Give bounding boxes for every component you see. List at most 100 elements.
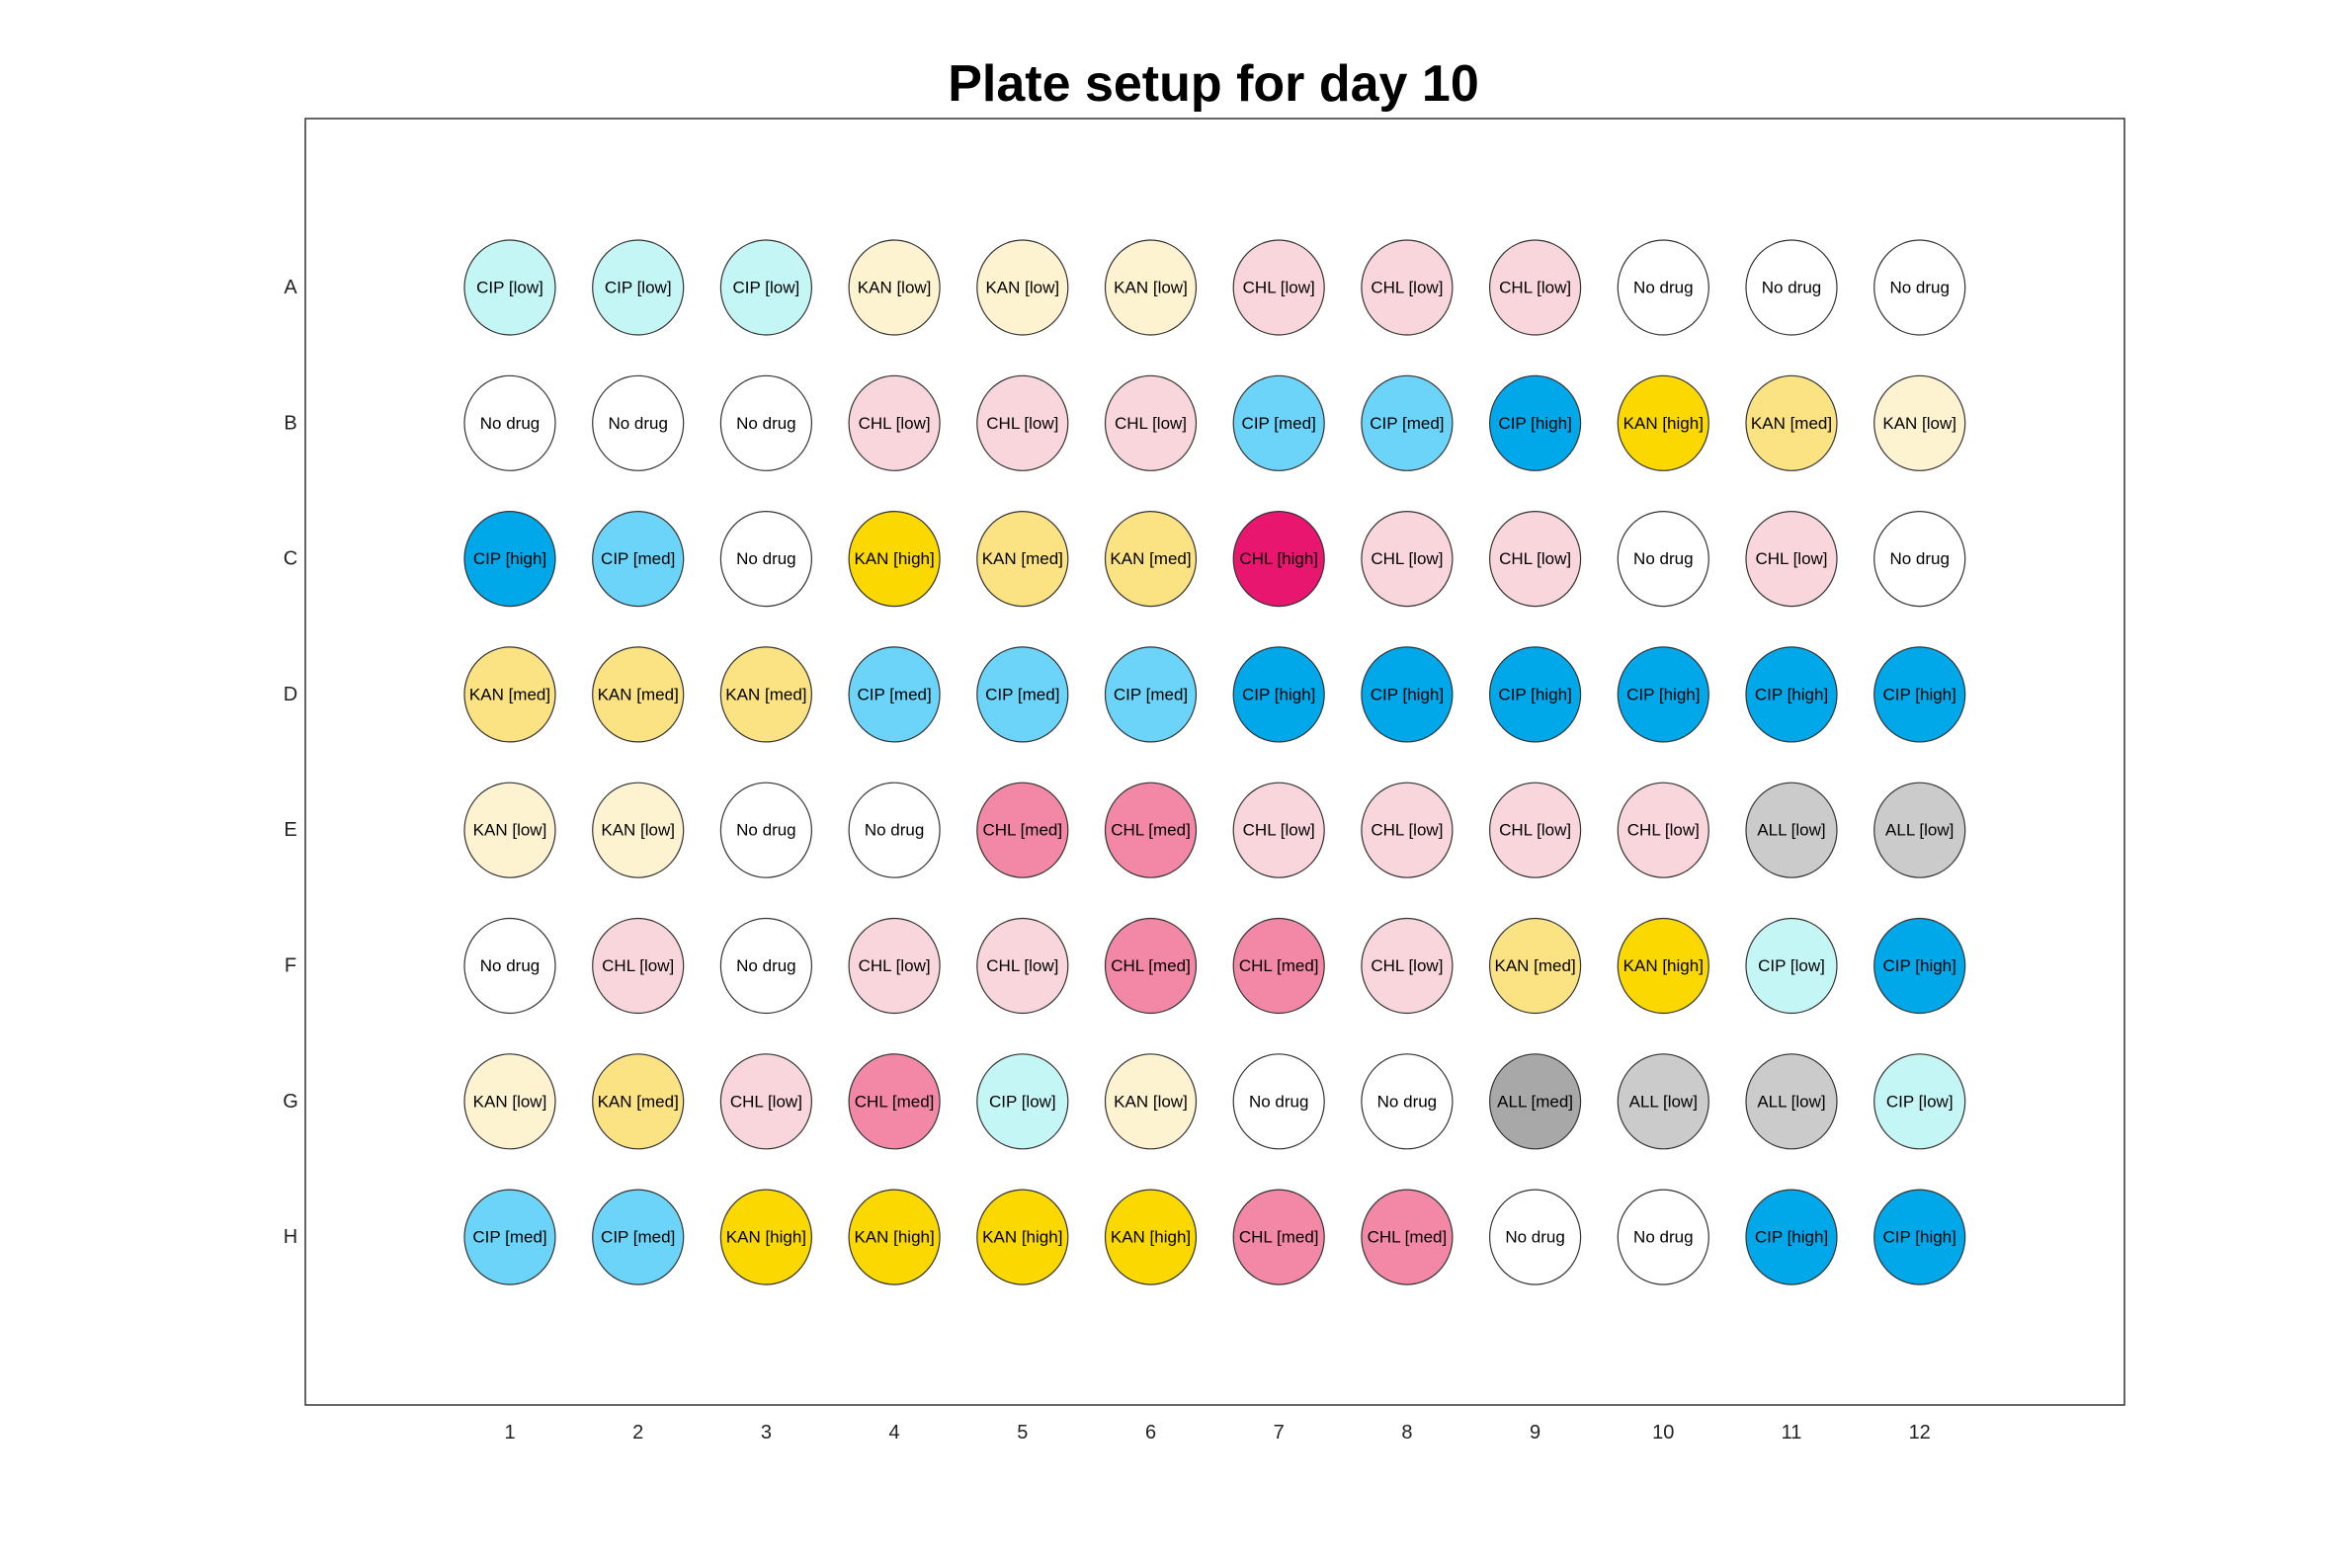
well: KAN [med] — [592, 1053, 685, 1150]
well-circle — [592, 1053, 685, 1150]
well: KAN [med] — [592, 646, 685, 743]
well-circle — [719, 1189, 813, 1285]
well-label: CIP [med] — [601, 549, 675, 568]
well: KAN [high] — [1617, 917, 1709, 1015]
well-circle — [592, 374, 685, 471]
well-label: ALL [low] — [1757, 821, 1825, 840]
well-label: CIP [low] — [989, 1092, 1056, 1111]
well-label: No drug — [736, 956, 795, 975]
well-circle — [1617, 239, 1709, 336]
well: No drug — [1873, 510, 1966, 608]
well-label: CHL [low] — [1371, 279, 1443, 297]
well-label: CHL [low] — [1755, 549, 1827, 568]
well: KAN [high] — [848, 510, 941, 608]
well-circle — [1104, 917, 1198, 1015]
well-circle — [1745, 239, 1838, 336]
well: ALL [low] — [1745, 1053, 1838, 1150]
row-label: F — [285, 955, 296, 977]
figure-title: Plate setup for day 10 — [948, 55, 1479, 113]
well-label: No drug — [1889, 549, 1949, 568]
well-circle — [1873, 1053, 1966, 1150]
well-label: KAN [high] — [982, 1228, 1062, 1247]
well-label: CIP [high] — [1626, 685, 1700, 703]
well: CIP [low] — [1745, 917, 1838, 1015]
well-label: CIP [high] — [1371, 685, 1444, 703]
well: ALL [med] — [1488, 1053, 1582, 1150]
well-label: CHL [med] — [982, 821, 1062, 840]
well: CHL [low] — [976, 374, 1069, 471]
well-label: CIP [high] — [1498, 685, 1571, 703]
well: CHL [low] — [1361, 510, 1454, 608]
column-label: 3 — [761, 1422, 772, 1444]
well-label: KAN [med] — [982, 549, 1063, 568]
well-grid: CIP [low] CIP [low] CIP [low] KAN [low] KAN … — [463, 239, 1966, 1285]
well: CHL [low] — [1488, 510, 1582, 608]
well-circle — [1232, 917, 1325, 1015]
well-circle — [463, 782, 556, 878]
well-label: CIP [high] — [1755, 1228, 1828, 1247]
well: CIP [med] — [592, 1189, 685, 1285]
well: CHL [low] — [592, 917, 685, 1015]
well-circle — [1745, 1053, 1838, 1150]
well-circle — [1104, 1189, 1198, 1285]
row-label: B — [284, 412, 296, 434]
well-label: No drug — [1633, 549, 1693, 568]
well-circle — [1488, 239, 1582, 336]
well: No drug — [1617, 510, 1709, 608]
well-label: CHL [med] — [1368, 1228, 1448, 1247]
well-label: CIP [low] — [1758, 956, 1825, 975]
well-circle — [1232, 782, 1325, 878]
well: CIP [high] — [463, 510, 556, 608]
well: CHL [low] — [848, 374, 941, 471]
column-label: 10 — [1652, 1422, 1674, 1444]
well-circle — [1232, 646, 1325, 743]
well-circle — [1873, 239, 1966, 336]
well-circle — [1361, 917, 1454, 1015]
well: No drug — [1361, 1053, 1454, 1150]
well: CHL [low] — [976, 917, 1069, 1015]
well: CIP [low] — [463, 239, 556, 336]
well-circle — [1745, 782, 1838, 878]
well: ALL [low] — [1873, 782, 1966, 878]
row-label: E — [284, 819, 296, 841]
well: ALL [low] — [1617, 1053, 1709, 1150]
well: CIP [high] — [1745, 1189, 1838, 1285]
well-label: KAN [high] — [1623, 956, 1704, 975]
well-label: KAN [med] — [725, 685, 806, 703]
row-label: D — [284, 684, 297, 705]
well-label: KAN [med] — [1751, 414, 1832, 433]
well-circle — [976, 239, 1069, 336]
well-circle — [463, 239, 556, 336]
well: KAN [med] — [1488, 917, 1582, 1015]
well-circle — [719, 646, 813, 743]
column-label: 6 — [1145, 1422, 1156, 1444]
well: CIP [high] — [1873, 646, 1966, 743]
well: CHL [low] — [1488, 782, 1582, 878]
well-label: CIP [low] — [733, 279, 800, 297]
well: CIP [med] — [1361, 374, 1454, 471]
well-label: CHL [low] — [1371, 821, 1443, 840]
well-circle — [592, 646, 685, 743]
well-label: ALL [low] — [1629, 1092, 1698, 1111]
well-label: KAN [med] — [598, 1092, 679, 1111]
well-circle — [1488, 1189, 1582, 1285]
well-circle — [1617, 510, 1709, 608]
well-label: CIP [high] — [1883, 1228, 1956, 1247]
well-circle — [1873, 917, 1966, 1015]
well-label: KAN [low] — [985, 279, 1059, 297]
well: KAN [high] — [1617, 374, 1709, 471]
well-circle — [848, 1189, 941, 1285]
well: No drug — [592, 374, 685, 471]
well-circle — [1361, 374, 1454, 471]
well-circle — [1232, 374, 1325, 471]
well-label: CHL [low] — [602, 956, 674, 975]
well-circle — [1617, 646, 1709, 743]
row-label: C — [284, 548, 297, 570]
well-label: CHL [low] — [1115, 414, 1187, 433]
well-label: KAN [med] — [598, 685, 679, 703]
well: KAN [low] — [592, 782, 685, 878]
well: KAN [low] — [1104, 1053, 1198, 1150]
well-circle — [1488, 646, 1582, 743]
well: CHL [low] — [1361, 782, 1454, 878]
